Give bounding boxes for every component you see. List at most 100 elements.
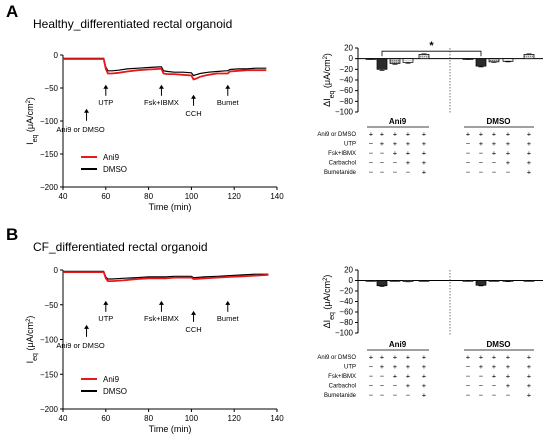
group-label-ani9: Ani9 bbox=[389, 117, 407, 126]
panel-title: Healthy_differentiated rectal organoid bbox=[33, 17, 232, 31]
condition-sign: − bbox=[466, 362, 471, 371]
x-tick-label: 120 bbox=[228, 414, 242, 423]
condition-sign: + bbox=[492, 149, 497, 158]
panel-letter: B bbox=[6, 225, 18, 244]
condition-sign: − bbox=[393, 158, 398, 167]
condition-sign: − bbox=[369, 168, 374, 177]
condition-label: Bumetanide bbox=[324, 393, 357, 399]
condition-sign: − bbox=[466, 149, 471, 158]
condition-sign: − bbox=[380, 372, 385, 381]
y-tick-label: −100 bbox=[40, 336, 59, 345]
bar-dmso-1 bbox=[475, 280, 487, 286]
condition-sign: + bbox=[492, 362, 497, 371]
condition-sign: + bbox=[506, 381, 511, 390]
condition-sign: + bbox=[422, 353, 427, 362]
y-tick-label: −150 bbox=[40, 150, 59, 159]
annotation-arrowhead bbox=[84, 324, 90, 329]
condition-sign: + bbox=[406, 149, 411, 158]
bar-y-tick-label: −20 bbox=[339, 65, 353, 74]
condition-sign: + bbox=[479, 130, 484, 139]
annotation-arrowhead bbox=[84, 108, 90, 113]
bar-y-tick-label: 20 bbox=[344, 266, 353, 275]
group-label-dmso: DMSO bbox=[487, 340, 511, 349]
bar-y-tick-label: −80 bbox=[339, 318, 353, 327]
bar-y-tick-label: −40 bbox=[339, 297, 353, 306]
condition-sign: − bbox=[492, 168, 497, 177]
series-line-dmso bbox=[63, 270, 269, 280]
condition-sign: − bbox=[466, 168, 471, 177]
condition-sign: − bbox=[479, 168, 484, 177]
condition-sign: − bbox=[466, 139, 471, 148]
condition-sign: + bbox=[492, 139, 497, 148]
condition-sign: + bbox=[380, 139, 385, 148]
condition-sign: + bbox=[369, 130, 374, 139]
x-tick-label: 100 bbox=[185, 414, 199, 423]
x-axis-title: Time (min) bbox=[149, 424, 192, 434]
condition-label: Carbachol bbox=[329, 161, 356, 167]
condition-sign: − bbox=[492, 381, 497, 390]
legend-label: Ani9 bbox=[103, 375, 120, 384]
series-line-ani9 bbox=[63, 271, 269, 282]
condition-label: Bumetanide bbox=[324, 170, 357, 176]
bar-ani9-3 bbox=[402, 280, 414, 282]
condition-sign: − bbox=[466, 372, 471, 381]
panel-b: BCF_differentiated rectal organoid0−50−1… bbox=[6, 225, 543, 434]
bar-y-tick-label: −60 bbox=[339, 308, 353, 317]
condition-sign: − bbox=[369, 372, 374, 381]
x-tick-label: 140 bbox=[270, 192, 284, 201]
bar-ani9-2 bbox=[389, 58, 401, 64]
condition-sign: + bbox=[422, 158, 427, 167]
condition-sign: − bbox=[380, 168, 385, 177]
condition-sign: − bbox=[369, 391, 374, 400]
condition-label: Ani9 or DMSO bbox=[317, 355, 356, 361]
bar-dmso-3 bbox=[502, 58, 514, 62]
annotation-arrowhead bbox=[225, 84, 231, 89]
condition-sign: + bbox=[393, 353, 398, 362]
bar-y-tick-label: −60 bbox=[339, 86, 353, 95]
x-tick-label: 40 bbox=[59, 192, 68, 201]
condition-sign: − bbox=[479, 391, 484, 400]
condition-sign: + bbox=[527, 139, 532, 148]
condition-sign: + bbox=[380, 353, 385, 362]
condition-sign: − bbox=[466, 391, 471, 400]
condition-sign: + bbox=[506, 158, 511, 167]
bar-y-axis-title: ΔIeq (μA/cm2) bbox=[322, 275, 336, 329]
condition-sign: − bbox=[479, 149, 484, 158]
annotation-arrowhead bbox=[191, 310, 197, 315]
condition-sign: + bbox=[393, 362, 398, 371]
condition-label: UTP bbox=[344, 365, 356, 371]
condition-sign: + bbox=[479, 353, 484, 362]
condition-sign: + bbox=[527, 381, 532, 390]
condition-sign: − bbox=[380, 149, 385, 158]
y-axis-title: Ieq (μA/cm2) bbox=[25, 97, 39, 145]
bar-dmso-2 bbox=[488, 58, 500, 63]
condition-sign: − bbox=[380, 381, 385, 390]
condition-sign: − bbox=[369, 158, 374, 167]
condition-sign: + bbox=[422, 139, 427, 148]
legend-label: Ani9 bbox=[103, 153, 120, 162]
y-tick-label: −50 bbox=[44, 84, 58, 93]
condition-sign: + bbox=[479, 139, 484, 148]
condition-sign: + bbox=[422, 391, 427, 400]
annotation-label: CCH bbox=[185, 325, 201, 334]
condition-sign: + bbox=[406, 362, 411, 371]
legend-label: DMSO bbox=[103, 165, 127, 174]
y-tick-label: 0 bbox=[54, 51, 59, 60]
condition-sign: − bbox=[406, 391, 411, 400]
bar-ani9-4 bbox=[418, 54, 430, 60]
annotation-label: Bumet bbox=[217, 98, 240, 107]
condition-sign: + bbox=[380, 362, 385, 371]
bar-dmso-4 bbox=[523, 54, 535, 60]
condition-sign: − bbox=[492, 391, 497, 400]
bar-y-tick-label: −100 bbox=[335, 329, 354, 338]
condition-sign: − bbox=[369, 139, 374, 148]
condition-sign: + bbox=[422, 362, 427, 371]
y-tick-label: −50 bbox=[44, 301, 58, 310]
condition-sign: + bbox=[506, 353, 511, 362]
bar-y-tick-label: 20 bbox=[344, 44, 353, 53]
condition-sign: + bbox=[406, 381, 411, 390]
condition-sign: + bbox=[527, 372, 532, 381]
